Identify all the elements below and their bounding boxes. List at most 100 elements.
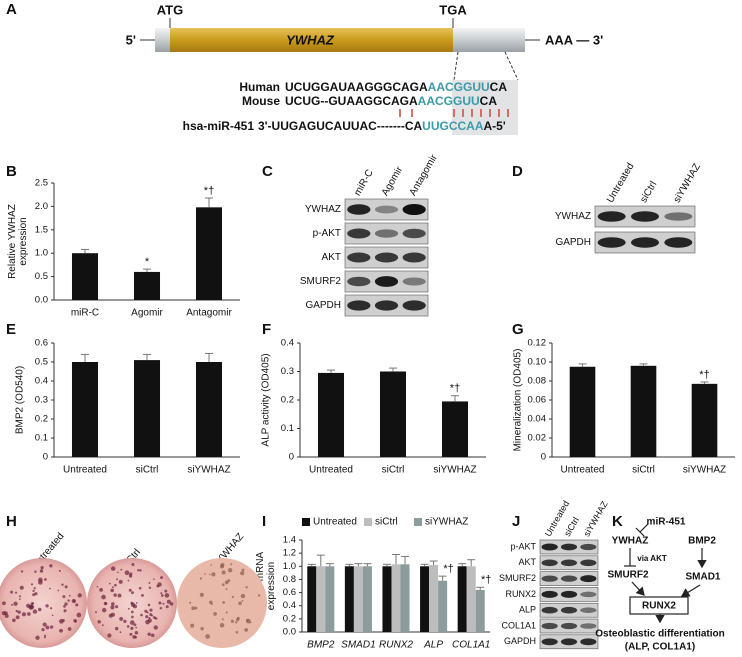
nodule	[67, 627, 72, 631]
nodule	[75, 603, 79, 607]
band	[541, 559, 558, 567]
band	[402, 228, 426, 239]
nodule	[111, 586, 114, 589]
nodule	[222, 601, 225, 604]
y-tick-label: 0	[43, 452, 48, 463]
nodule	[164, 589, 168, 593]
x-tick-label: miR-C	[71, 308, 99, 319]
nodule	[235, 621, 238, 624]
sequence-part: CA	[490, 80, 508, 94]
nodule	[49, 564, 53, 568]
nodule	[27, 612, 31, 616]
band	[374, 229, 399, 238]
start-codon: ATG	[157, 2, 183, 17]
nodule	[130, 610, 134, 614]
y-tick-label: 0.6	[283, 587, 296, 598]
nodule	[63, 609, 67, 613]
nodule	[101, 607, 107, 613]
y-tick-label: 1.0	[283, 561, 296, 572]
nodule	[148, 582, 151, 584]
sequence-part: UCUG--GUAAGGCAGA	[285, 94, 418, 108]
y-tick-label: 0.1	[281, 423, 294, 434]
y-tick-label: 0.4	[283, 600, 296, 611]
nodule	[10, 590, 14, 594]
nodule	[30, 583, 34, 586]
pathway-node: YWHAZ	[612, 536, 649, 547]
x-tick-label: siYWHAZ	[433, 465, 476, 476]
nodule	[61, 583, 64, 586]
y-tick-label: 0.12	[528, 338, 547, 349]
legend-swatch	[364, 518, 372, 526]
row-label: SMURF2	[300, 276, 342, 287]
nodule	[140, 613, 143, 617]
nodule	[119, 631, 122, 634]
nodule	[13, 601, 18, 606]
nodule	[116, 578, 119, 581]
bar	[429, 564, 439, 632]
band	[580, 543, 597, 551]
y-tick-label: 0.5	[35, 357, 48, 368]
nodule	[137, 569, 140, 572]
nodule	[32, 589, 35, 593]
lane-label: siCtrl	[562, 515, 581, 538]
row-label: p-AKT	[313, 228, 341, 239]
y-tick-label: 1.4	[283, 535, 296, 546]
nodule	[221, 583, 225, 587]
panel-label: B	[6, 163, 17, 180]
nodule	[63, 605, 66, 608]
gene-name: YWHAZ	[286, 32, 335, 47]
pathway-node: Osteoblastic differentiation	[595, 629, 724, 640]
nodule	[249, 621, 252, 624]
nodule	[131, 563, 135, 567]
nodule	[59, 628, 63, 633]
nodule	[160, 594, 164, 597]
row-label: AKT	[518, 557, 536, 567]
pathway-arrows	[624, 523, 707, 624]
annotation: *†	[204, 185, 214, 197]
nodule	[49, 607, 53, 610]
nodule	[108, 582, 111, 585]
nodule	[45, 604, 49, 608]
nodule	[30, 602, 34, 606]
row-label: COL1A1	[501, 620, 536, 630]
nodule	[139, 569, 142, 572]
nodule	[42, 622, 47, 627]
nodule	[240, 593, 246, 599]
nodule	[107, 633, 112, 638]
band	[631, 211, 659, 222]
pairing-ticks	[399, 109, 509, 117]
band	[541, 590, 558, 598]
y-axis-label: Mineralization (OD405)	[513, 349, 524, 452]
nodule	[230, 619, 234, 623]
nodule	[97, 620, 101, 624]
panel-label: J	[512, 513, 520, 530]
annotation: *†	[481, 574, 491, 586]
nodule	[37, 607, 42, 612]
stained-dish	[177, 558, 267, 648]
bar	[630, 365, 657, 457]
panel-label: A	[6, 1, 17, 18]
nodule	[221, 570, 226, 575]
nodule	[119, 616, 124, 621]
x-tick-label: RUNX2	[379, 640, 413, 651]
sequence: UCUGGAUAAGGGCAGAAACGGUUCA	[285, 80, 507, 94]
x-tick-label: BMP2	[307, 640, 335, 651]
bar	[569, 366, 596, 457]
nodule	[49, 587, 51, 590]
bar	[438, 580, 448, 632]
y-tick-label: 0.2	[35, 414, 48, 425]
sequence-part: AACGGUU	[428, 80, 490, 94]
nodule	[117, 593, 122, 598]
band	[580, 607, 597, 613]
nodule	[145, 615, 149, 619]
seed-highlight	[452, 80, 518, 135]
panel-label: G	[512, 321, 524, 338]
sequence-part: CA	[480, 94, 498, 108]
pathway-node: SMURF2	[607, 570, 649, 581]
nodule	[111, 602, 115, 606]
band	[580, 575, 597, 583]
nodule	[32, 593, 36, 597]
sequence-part: A-5'	[484, 119, 506, 133]
nodule	[132, 635, 136, 639]
